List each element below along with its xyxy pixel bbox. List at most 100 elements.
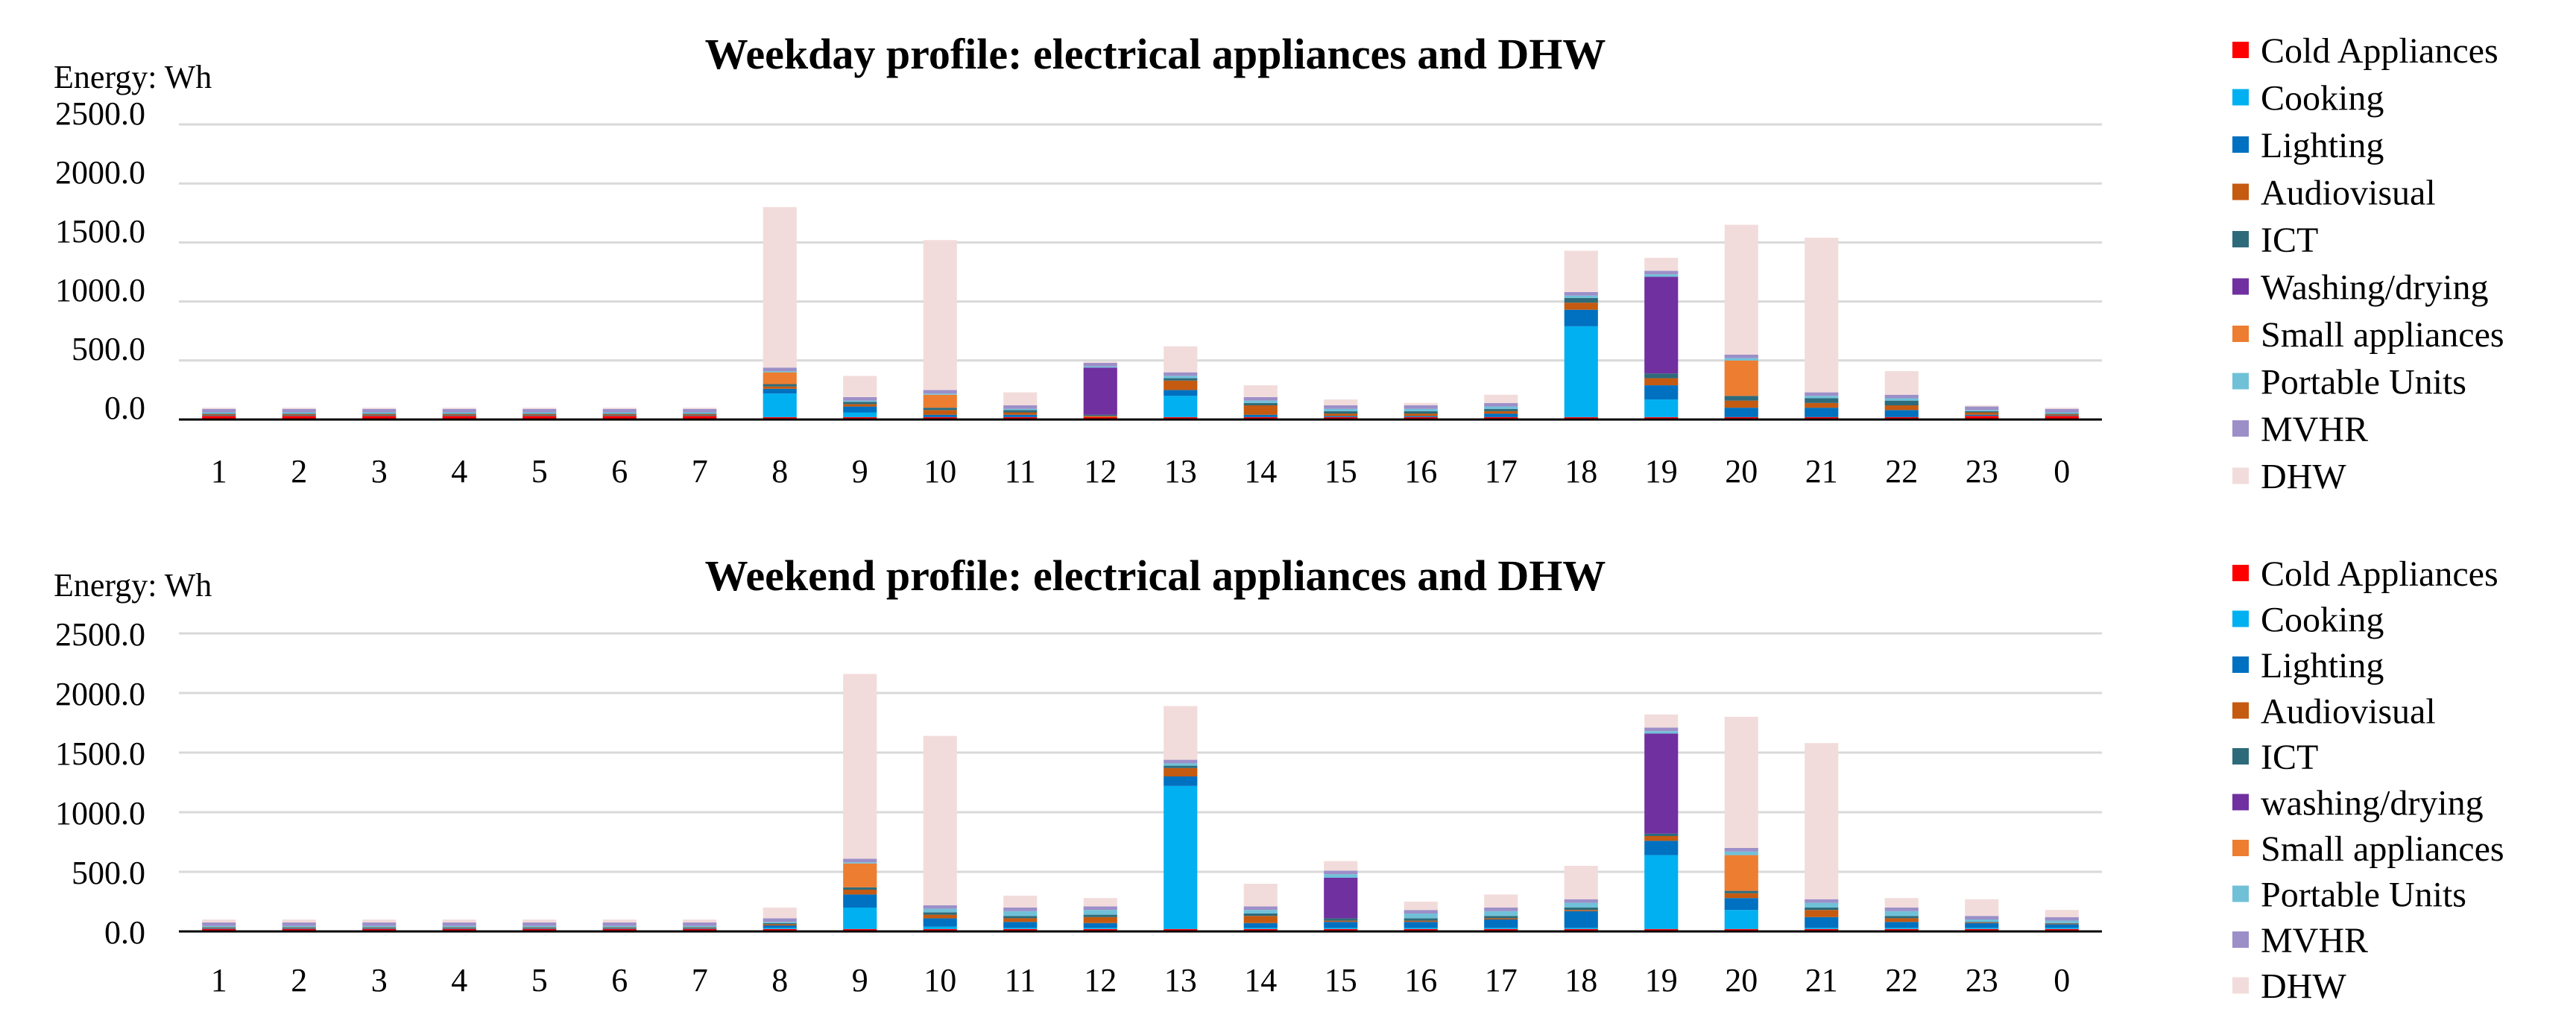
weekend-bar-segment [1003,916,1038,919]
weekday-xtick-label: 13 [1164,453,1197,490]
weekend-ytick-label: 1000.0 [55,795,145,832]
weekend-bar-segment [1724,928,1758,931]
weekend-xtick-label: 18 [1565,962,1597,998]
weekend-y-ticks: 0.0 500.0 1000.0 1500.0 2000.0 2500.0 [55,616,145,951]
weekday-bar-segment [362,415,397,417]
weekday-bar-segment [602,415,637,417]
weekend-bar-segment [843,890,877,895]
weekday-bar-segment [1965,406,1999,411]
weekend-bar-segment [843,928,877,931]
weekday-bar-segment [362,414,397,416]
weekend-bar-segment [1404,914,1438,919]
weekend-bar-segment [1805,928,1839,931]
weekday-bar-segment [923,414,957,417]
weekday-bar-segment [1404,414,1438,417]
weekend-bar-segment [1083,928,1117,931]
weekend-gridlines [179,632,2102,873]
weekend-bar-segment [683,925,717,928]
weekend-xtick-label: 1 [211,962,227,998]
weekend-bar-segment [1083,928,1117,929]
weekday-legend-swatch [2232,231,2249,247]
weekend-bar-segment [523,920,557,922]
weekday-bar-segment [602,408,637,409]
weekday-bar-segment [602,412,637,414]
weekday-legend-label: Portable Units [2261,363,2466,402]
weekend-bar-segment [1884,918,1919,922]
weekend-legend-swatch [2232,794,2249,811]
weekend-bar-segment [1324,874,1358,878]
weekday-bar-segment [923,394,957,408]
weekend-bar-segment [843,863,877,887]
weekday-xtick-label: 12 [1084,453,1117,490]
weekday-xtick-label: 5 [531,453,548,490]
weekend-legend-label: Cold Appliances [2261,554,2498,594]
weekend-bar-segment [1884,916,1919,919]
weekday-xtick-label: 22 [1885,453,1918,490]
weekend-bar-segment [1324,928,1358,929]
weekend-bar-segment [523,928,557,929]
weekday-bar-segment [1724,408,1758,417]
weekday-bar-segment [763,393,797,417]
weekday-legend-label: Cooking [2261,79,2384,118]
weekend-legend-label: DHW [2261,967,2346,1007]
weekday-bar-segment [282,416,316,420]
weekend-bar-segment [1243,914,1278,917]
weekday-bar-segment [1884,400,1919,405]
weekend-bar-segment [1564,866,1598,899]
weekend-bar-segment [843,908,877,929]
weekend-bar-segment [1083,917,1117,923]
weekday-legend-label: DHW [2261,458,2346,497]
weekend-bar-segment [1644,833,1679,836]
weekday-ytick-label: 1500.0 [55,213,145,250]
weekend-ytick-label: 1500.0 [55,735,145,772]
weekday-legend: Cold Appliances Cooking Lighting Audiovisua… [2232,31,2504,497]
weekday-bar-segment [1724,354,1758,358]
weekday-bar-segment [1484,411,1518,414]
weekend-legend-swatch [2232,656,2249,673]
weekend-bar-segment [1243,884,1278,907]
weekday-bar-segment [1164,390,1198,396]
weekend-bar-segment [843,858,877,863]
weekday-bar-segment [2045,412,2079,414]
weekend-bar-segment [1484,916,1518,919]
weekend-bar-segment [1965,920,1999,922]
weekday-bar-segment [843,400,877,402]
weekday-xtick-label: 14 [1244,453,1277,490]
weekday-legend-swatch [2232,278,2249,295]
weekday-bar-segment [683,414,717,416]
weekend-bars [202,674,2079,931]
weekday-legend-label: Audiovisual [2261,174,2436,213]
weekday-bar-segment [843,412,877,417]
weekend-bar-segment [1724,910,1758,929]
weekday-bar-segment [1805,396,1839,399]
weekday-bar-segment [362,416,397,420]
weekend-bar-segment [1965,928,1999,929]
weekend-bar-segment [1724,717,1758,848]
weekday-bar-segment [1324,405,1358,409]
weekday-bar-segment [1164,378,1198,381]
weekday-bar-segment [1083,361,1117,363]
weekend-bar-segment [1003,911,1038,917]
weekday-bar-segment [1644,373,1679,379]
weekday-legend-swatch [2232,42,2249,58]
weekend-ytick-label: 2000.0 [55,676,145,712]
weekend-bar-segment [1564,899,1598,903]
weekend-bar-segment [763,918,797,922]
weekday-bar-segment [1564,295,1598,298]
weekday-bar-segment [1484,402,1518,407]
weekend-bar-segment [523,928,557,931]
weekend-xtick-label: 4 [451,962,467,998]
weekend-bar-segment [1484,928,1518,929]
weekday-bar-segment [202,416,236,420]
weekday-bar-segment [1965,405,1999,407]
weekday-bar-segment [442,416,476,420]
weekend-legend-label: Portable Units [2261,876,2466,915]
weekend-ytick-label: 0.0 [104,914,145,951]
weekday-bar-segment [282,408,316,409]
weekend-bar-segment [1164,767,1198,776]
weekend-bar-segment [1404,918,1438,921]
weekday-bar-segment [1083,417,1117,420]
weekday-bar-segment [843,396,877,401]
weekend-bar-segment [1884,922,1919,928]
weekday-legend-label: Lighting [2261,126,2384,165]
